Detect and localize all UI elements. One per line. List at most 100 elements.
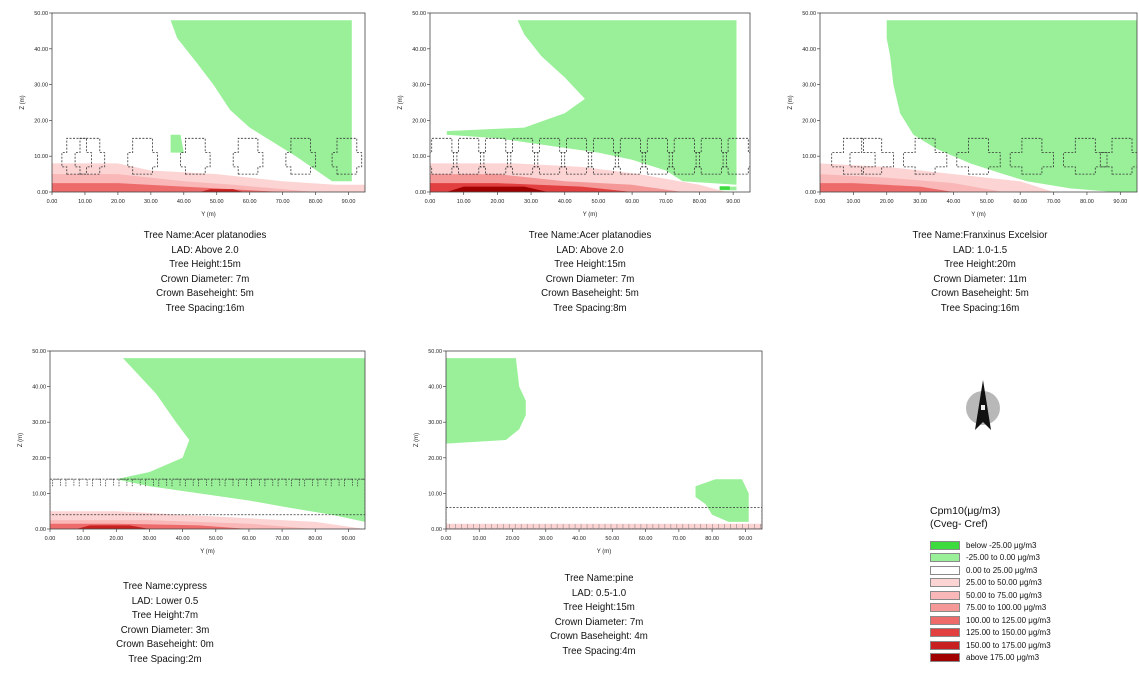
plot-layer (820, 20, 1137, 192)
caption-2-lad: LAD: Above 2.0 (556, 243, 624, 256)
x-tick-label: 0.00 (45, 536, 56, 542)
legend-item: 125.00 to 150.00 μg/m3 (930, 627, 1130, 640)
x-tick-label: 80.00 (705, 536, 719, 542)
z-tick-label: 20.00 (34, 118, 48, 124)
x-tick-label: 0.00 (815, 199, 826, 205)
concentration-region-4 (76, 525, 150, 529)
caption-3: Tree Name:Franxinus Excelsior LAD: 1.0-1… (888, 228, 1072, 316)
x-tick-label: 40.00 (558, 199, 572, 205)
z-tick-label: 40.00 (32, 385, 46, 391)
caption-2-tree-height: Tree Height:15m (554, 258, 626, 271)
heatmap-plot-4: 0.00 10.00 20.00 30.00 40.00 50.00 60.00 70.00 8… (18, 349, 366, 555)
z-axis-label: Z (m) (788, 95, 794, 109)
tree-outline-8 (614, 137, 647, 175)
z-tick-label: 10.00 (34, 154, 48, 160)
tree-outline-5 (533, 137, 566, 175)
z-tick-label: 50.00 (428, 349, 442, 355)
legend-swatch (930, 640, 960, 650)
legend-swatch (930, 553, 960, 563)
x-tick-label: 90.00 (726, 199, 740, 205)
x-tick-label: 80.00 (1080, 199, 1094, 205)
legend-swatch (930, 578, 960, 588)
caption-5-tree-height: Tree Height:15m (563, 601, 635, 614)
plot-layer (52, 20, 365, 192)
caption-5: Tree Name:pine LAD: 0.5-1.0 Tree Height:… (507, 571, 691, 659)
x-tick-label: 30.00 (913, 199, 927, 205)
z-axis-label: Z (m) (414, 433, 420, 447)
x-tick-label: 60.00 (1013, 199, 1027, 205)
caption-4-crown-baseheight: Crown Baseheight: 0m (116, 638, 214, 651)
caption-4-tree-name: Tree Name:cypress (123, 580, 207, 592)
z-tick-label: 30.00 (34, 83, 48, 89)
x-tick-label: 0.00 (441, 536, 452, 542)
z-tick-label: 30.00 (802, 83, 816, 89)
z-axis-label: Z (m) (18, 433, 24, 447)
caption-5-tree-name: Tree Name:pine (564, 572, 634, 584)
legend-label: 25.00 to 50.00 μg/m3 (966, 578, 1042, 588)
x-tick-label: 30.00 (539, 536, 553, 542)
caption-4-tree-height: Tree Height:7m (131, 609, 199, 622)
x-tick-label: 90.00 (1113, 199, 1127, 205)
x-tick-label: 40.00 (176, 536, 190, 542)
chart-panel-3: 0.00 10.00 20.00 30.00 40.00 50.00 60.00 70.00 8… (775, 0, 1139, 220)
legend-item: 0.00 to 25.00 μg/m3 (930, 564, 1130, 577)
legend-label: 125.00 to 150.00 μg/m3 (966, 628, 1051, 638)
tree-top-66 (264, 478, 274, 487)
x-tick-label: 0.00 (425, 199, 436, 205)
x-tick-label: 30.00 (524, 199, 538, 205)
plot-frame (49, 350, 366, 530)
green-region-1 (446, 20, 737, 185)
legend-swatch (930, 540, 960, 550)
color-legend: Cpm10(μg/m3) (Cveg- Cref) below -25.00 μ… (930, 505, 1130, 664)
dark-green-patch (719, 186, 730, 190)
tree-top-6 (65, 478, 75, 487)
x-tick-label: 30.00 (143, 536, 157, 542)
x-tick-label: 40.00 (177, 199, 191, 205)
tree-outline-9 (641, 137, 673, 175)
legend-swatch (930, 590, 960, 600)
legend-swatch (930, 653, 960, 663)
tree-outline-6 (560, 137, 593, 175)
x-tick-label: 0.00 (47, 199, 58, 205)
tree-outline-3 (480, 137, 512, 175)
tree-top-34 (158, 478, 168, 487)
chart-panel-2: 0.00 10.00 20.00 30.00 40.00 50.00 60.00 70.00 8… (385, 0, 765, 220)
caption-3-tree-name: Tree Name:Franxinus Excelsior (912, 229, 1048, 241)
z-tick-label: 40.00 (802, 47, 816, 53)
z-tick-label: 10.00 (428, 491, 442, 497)
tree-top-22 (118, 478, 128, 487)
z-tick-label: 50.00 (32, 349, 46, 355)
green-region-1 (170, 20, 352, 182)
x-tick-label: 70.00 (672, 536, 686, 542)
tree-top-14 (92, 478, 101, 487)
caption-3-crown-diameter: Crown Diameter: 11m (933, 272, 1027, 285)
caption-3-tree-spacing: Tree Spacing:16m (940, 301, 1020, 314)
concentration-region-1 (446, 523, 762, 529)
caption-5-tree-spacing: Tree Spacing:4m (562, 644, 636, 657)
caption-3-tree-height: Tree Height:20m (944, 258, 1016, 271)
legend-swatch (930, 565, 960, 575)
x-axis-label: Y (m) (201, 212, 216, 218)
legend-item: -25.00 to 0.00 μg/m3 (930, 552, 1130, 565)
caption-5-crown-diameter: Crown Diameter: 7m (554, 615, 644, 628)
caption-1-crown-baseheight: Crown Baseheight: 5m (156, 287, 254, 300)
tree-top-54 (224, 478, 234, 487)
caption-4-tree-spacing: Tree Spacing:2m (128, 652, 202, 665)
z-tick-label: 0.00 (805, 190, 816, 196)
tree-outline-7 (587, 137, 620, 175)
z-tick-label: 0.00 (415, 190, 426, 196)
x-tick-label: 50.00 (592, 199, 606, 205)
legend-item: 150.00 to 175.00 μg/m3 (930, 639, 1130, 652)
concentration-region-4 (446, 186, 548, 192)
x-axis-label: Y (m) (971, 212, 986, 218)
plot-layer (446, 358, 762, 529)
x-tick-label: 90.00 (342, 199, 356, 205)
legend-swatch (930, 603, 960, 613)
x-tick-label: 20.00 (880, 199, 894, 205)
caption-1-crown-diameter: Crown Diameter: 7m (160, 272, 250, 285)
legend-label: below -25.00 μg/m3 (966, 540, 1037, 550)
plot-frame (445, 350, 763, 530)
caption-4-lad: LAD: Lower 0.5 (131, 594, 199, 607)
z-tick-label: 40.00 (412, 47, 426, 53)
caption-2-crown-diameter: Crown Diameter: 7m (545, 272, 635, 285)
